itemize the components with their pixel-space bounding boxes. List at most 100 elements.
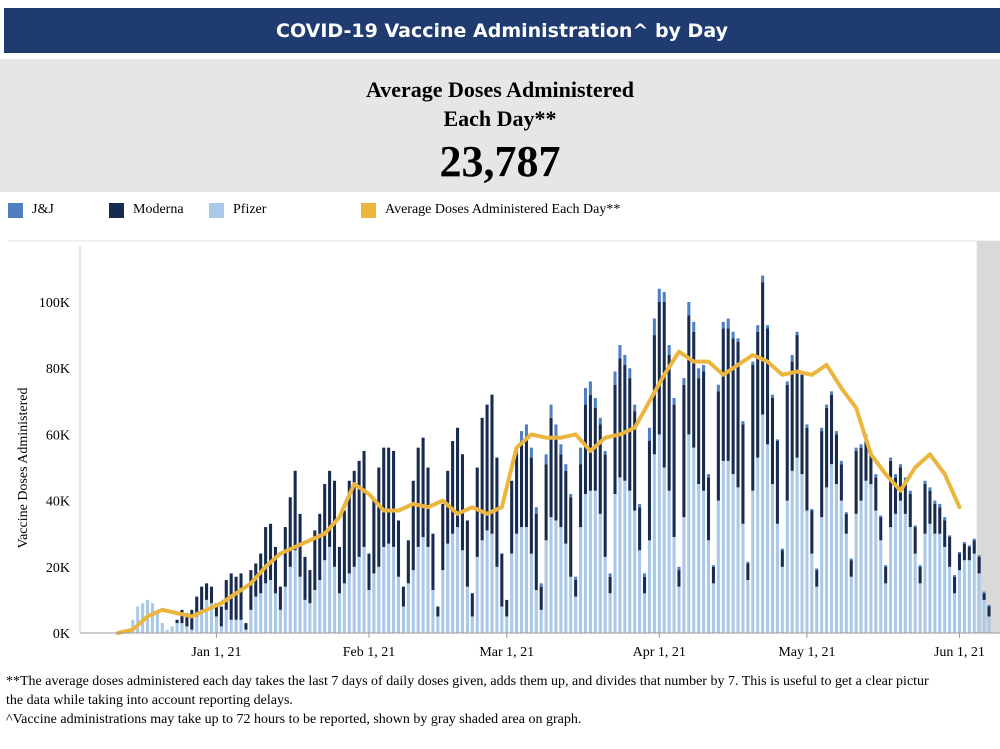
bar-jj: [805, 424, 809, 428]
bar-moderna: [205, 583, 209, 600]
bar-pfizer: [790, 470, 794, 633]
bar-jj: [731, 331, 735, 339]
y-tick-label: 0K: [53, 627, 70, 642]
x-tick-label: Jun 1, 21: [934, 645, 985, 660]
bar-pfizer: [652, 454, 656, 633]
bar-pfizer: [869, 484, 873, 633]
chart-bars: [131, 275, 991, 633]
bar-moderna: [756, 331, 760, 458]
bar-pfizer: [884, 583, 888, 633]
bar-jj: [898, 464, 902, 468]
bar-pfizer: [643, 593, 647, 633]
legend-item-jj[interactable]: J&J: [8, 200, 54, 220]
bar-pfizer: [219, 626, 223, 633]
bar-moderna: [401, 586, 405, 607]
chart-average-line: [116, 349, 962, 635]
bar-pfizer: [751, 490, 755, 633]
legend-item-average[interactable]: Average Doses Administered Each Day**: [361, 200, 620, 220]
bar-moderna: [741, 424, 745, 524]
bar-jj: [977, 555, 981, 557]
bar-moderna: [421, 437, 425, 538]
bar-pfizer: [746, 580, 750, 633]
bar-moderna: [849, 560, 853, 577]
bar-jj: [987, 604, 991, 607]
bar-pfizer: [564, 543, 568, 633]
bar-moderna: [352, 470, 356, 567]
legend-swatch-jj: [8, 202, 23, 218]
bar-jj: [726, 318, 730, 329]
bar-jj: [785, 381, 789, 385]
legend-label-moderna: Moderna: [133, 202, 184, 217]
bar-jj: [972, 538, 976, 541]
bar-moderna: [775, 441, 779, 524]
bar-moderna: [953, 576, 957, 594]
bar-jj: [574, 576, 578, 581]
bar-jj: [908, 490, 912, 494]
bar-moderna: [313, 530, 317, 590]
bar-moderna: [943, 520, 947, 547]
bar-pfizer: [583, 493, 588, 633]
bar-jj: [603, 450, 607, 455]
bar-pfizer: [805, 510, 809, 633]
x-tick-label: Apr 1, 21: [633, 645, 686, 660]
bar-pfizer: [229, 619, 233, 633]
bar-moderna: [564, 470, 568, 544]
bar-pfizer: [775, 523, 779, 633]
bar-moderna: [234, 576, 238, 620]
legend-swatch-pfizer: [209, 202, 224, 218]
bar-moderna: [667, 354, 671, 491]
bar-pfizer: [825, 487, 829, 633]
bar-pfizer: [155, 609, 159, 633]
bar-pfizer: [377, 566, 381, 633]
bar-pfizer: [342, 583, 346, 633]
bar-pfizer: [736, 487, 740, 633]
bar-moderna: [431, 533, 435, 590]
bar-pfizer: [908, 527, 912, 633]
bar-moderna: [347, 480, 351, 574]
bar-jj: [982, 591, 986, 594]
bar-jj: [564, 464, 568, 471]
bar-jj: [657, 288, 661, 302]
bar-pfizer: [977, 573, 981, 633]
bar-jj: [943, 517, 947, 521]
bar-moderna: [716, 391, 720, 501]
bar-moderna: [451, 441, 455, 534]
bar-pfizer: [485, 530, 489, 633]
bar-moderna: [377, 467, 381, 567]
bar-pfizer: [933, 533, 937, 633]
bar-pfizer: [613, 493, 617, 633]
bar-pfizer: [323, 560, 327, 633]
bar-pfizer: [972, 553, 976, 633]
legend-label-pfizer: Pfizer: [233, 202, 267, 217]
bar-moderna: [411, 480, 415, 571]
bar-jj: [825, 404, 829, 408]
bar-pfizer: [844, 533, 848, 633]
bar-pfizer: [303, 599, 307, 633]
bar-moderna: [711, 566, 715, 584]
bar-pfizer: [608, 593, 612, 633]
bar-pfizer: [382, 546, 386, 633]
bar-pfizer: [849, 576, 853, 633]
bar-moderna: [638, 507, 642, 551]
bar-moderna: [697, 378, 701, 485]
legend-item-pfizer[interactable]: Pfizer: [209, 200, 266, 220]
bar-pfizer: [200, 609, 204, 633]
bar-jj: [628, 368, 632, 379]
bar-pfizer: [657, 434, 661, 633]
bar-jj: [884, 565, 888, 567]
bar-pfizer: [987, 616, 991, 633]
bar-moderna: [731, 338, 735, 475]
bar-pfizer: [136, 606, 140, 633]
bar-moderna: [948, 537, 952, 567]
bar-jj: [702, 364, 706, 372]
bar-jj: [953, 575, 957, 577]
bar-pfizer: [214, 616, 218, 633]
bar-pfizer: [628, 490, 632, 633]
bar-moderna: [795, 335, 799, 458]
legend-item-moderna[interactable]: Moderna: [109, 200, 184, 220]
bar-moderna: [593, 407, 597, 491]
footnotes: **The average doses administered each da…: [6, 672, 1000, 729]
bar-pfizer: [278, 609, 282, 633]
bar-pfizer: [667, 490, 671, 633]
bar-moderna: [544, 464, 548, 541]
